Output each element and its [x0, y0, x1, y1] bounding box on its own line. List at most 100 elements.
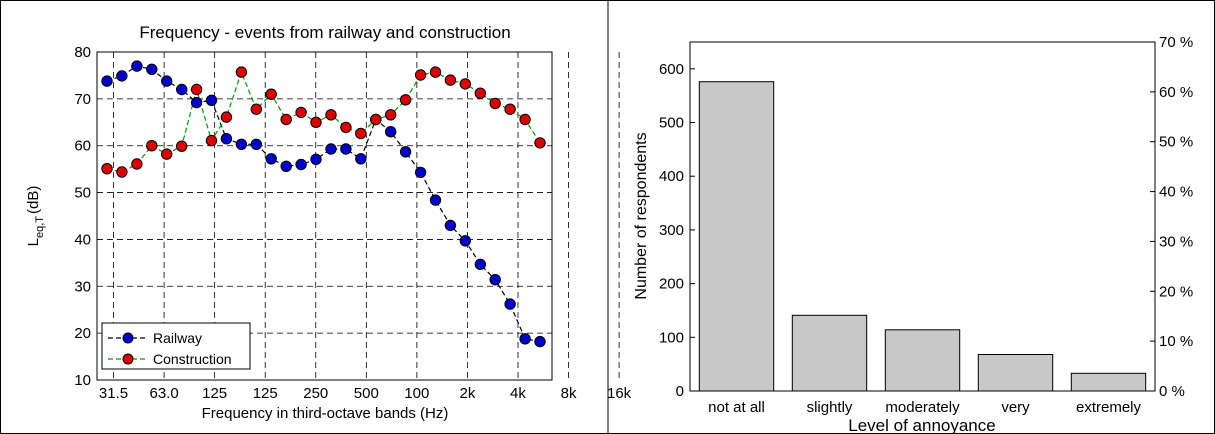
data-point-construction — [355, 127, 367, 140]
right-y2-tick-label: 40 % — [1159, 184, 1193, 201]
left-x-tick-label: 100 — [404, 385, 429, 402]
left-x-tick-label: 250 — [303, 385, 328, 402]
right-y-axis-label: Number of respondents — [633, 132, 650, 299]
data-point-railway — [146, 63, 158, 76]
data-point-construction — [325, 109, 337, 121]
data-point-railway — [101, 75, 113, 87]
data-point-construction — [190, 83, 203, 96]
right-y2-tick-label: 10 % — [1159, 333, 1193, 350]
bar — [791, 314, 868, 392]
data-point-construction — [534, 137, 546, 149]
data-point-railway — [340, 143, 352, 155]
y-label-unit: (dB) — [25, 186, 42, 214]
left-y-tick-label: 60 — [74, 138, 91, 155]
data-point-railway — [355, 153, 367, 165]
data-point-railway — [534, 335, 546, 348]
left-y-tick-labels: 10 20 30 40 50 60 70 80 — [74, 44, 91, 389]
left-plot-frame — [96, 51, 553, 381]
right-x-tick-label: moderately — [885, 399, 960, 416]
right-y2-tick-labels: 0 % 10 % 20 % 30 % 40 % 50 % 60 % 70 % — [1150, 34, 1193, 400]
annoyance-bar-chart: 0 100 200 300 400 500 600 0 % 10 % 20 % 30 % 40 % 5… — [633, 34, 1193, 434]
right-bars — [698, 81, 1147, 392]
right-y2-tick-label: 50 % — [1159, 134, 1193, 151]
data-point-railway — [504, 298, 516, 310]
left-x-tick-label: 125 — [253, 385, 278, 402]
data-point-railway — [116, 70, 128, 82]
legend-label: Construction — [153, 351, 232, 367]
data-point-railway — [250, 138, 262, 151]
data-point-construction — [504, 103, 516, 115]
right-x-tick-label: very — [1001, 399, 1030, 416]
data-point-construction — [385, 109, 397, 121]
data-point-railway — [444, 219, 457, 232]
data-point-railway — [280, 160, 292, 173]
y-label-main: L — [25, 238, 42, 246]
data-point-railway — [414, 166, 427, 179]
left-series-points — [101, 60, 546, 348]
data-point-construction — [489, 97, 501, 110]
left-x-axis-label: Frequency in third-octave bands (Hz) — [202, 405, 449, 422]
left-series-lines — [106, 65, 541, 343]
left-x-tick-label: 31.5 — [99, 385, 128, 402]
data-point-railway — [429, 194, 442, 206]
left-x-tick-label: 8k — [561, 385, 577, 402]
data-point-construction — [265, 88, 277, 100]
left-x-tick-label: 16k — [607, 385, 632, 402]
right-y-tick-label: 100 — [659, 329, 684, 346]
left-chart-title: Frequency - events from railway and cons… — [139, 23, 510, 42]
right-y-tick-label: 500 — [659, 115, 684, 132]
data-point-construction — [176, 140, 188, 152]
data-point-railway — [235, 138, 248, 151]
data-point-construction — [280, 113, 292, 126]
data-point-construction — [474, 87, 486, 99]
right-y2-tick-label: 60 % — [1159, 84, 1193, 101]
data-point-railway — [399, 146, 412, 158]
left-legend: Railway Construction — [101, 322, 251, 370]
legend-label: Railway — [153, 330, 202, 346]
data-point-construction — [205, 134, 218, 147]
right-y-tick-label: 0 — [676, 383, 684, 400]
left-x-tick-label: 63.0 — [149, 385, 178, 402]
data-point-railway — [131, 60, 143, 72]
frequency-line-chart: 10 20 30 40 50 60 70 80 31.5 63.0 125 125 250 500 100… — [25, 23, 632, 422]
data-point-railway — [519, 333, 531, 345]
data-point-railway — [265, 153, 277, 165]
bar — [884, 329, 961, 392]
left-x-tick-label: 4k — [510, 385, 526, 402]
data-point-railway — [385, 126, 397, 138]
data-point-railway — [474, 258, 486, 270]
left-y-tick-label: 70 — [74, 91, 91, 108]
data-point-railway — [220, 133, 233, 145]
data-point-construction — [370, 113, 382, 126]
data-point-construction — [310, 116, 322, 129]
bar — [1070, 372, 1147, 392]
data-point-railway — [176, 83, 188, 96]
data-point-construction — [459, 78, 471, 90]
right-plot-frame — [689, 41, 1156, 392]
legend-marker — [122, 353, 134, 365]
data-point-construction — [220, 111, 233, 123]
right-y-tick-label: 200 — [659, 276, 684, 293]
right-y2-tick-label: 20 % — [1159, 283, 1193, 300]
right-y-tick-label: 400 — [659, 168, 684, 185]
right-y-tick-label: 600 — [659, 61, 684, 78]
data-point-construction — [161, 148, 173, 160]
left-x-tick-labels: 31.5 63.0 125 125 250 500 100 2k 4k 8k 16k — [99, 385, 632, 402]
right-y2-tick-label: 70 % — [1159, 34, 1193, 51]
data-point-railway — [325, 143, 337, 155]
left-y-tick-label: 80 — [74, 44, 91, 61]
data-point-construction — [250, 103, 262, 115]
bar — [698, 81, 775, 392]
right-x-tick-label: not at all — [708, 399, 765, 416]
left-x-tick-label: 500 — [354, 385, 379, 402]
right-x-axis-label: Level of annoyance — [848, 416, 995, 434]
left-x-tick-label: 125 — [202, 385, 227, 402]
left-y-axis-label: Leq,T (dB) — [25, 186, 46, 247]
data-point-railway — [295, 158, 307, 171]
data-point-construction — [101, 163, 113, 175]
right-y2-tick-label: 30 % — [1159, 233, 1193, 250]
legend-marker — [122, 332, 134, 344]
bar — [977, 354, 1054, 392]
